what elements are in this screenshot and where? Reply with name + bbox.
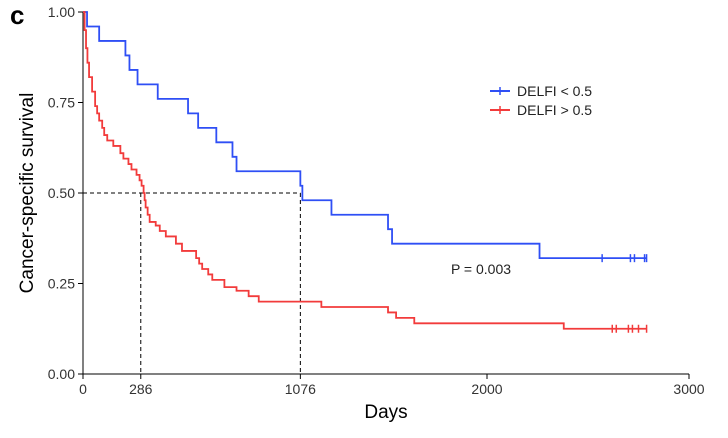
y-tick-label: 1.00 <box>48 4 75 20</box>
y-tick-label: 0.75 <box>48 95 75 111</box>
x-axis-label: Days <box>364 402 407 423</box>
x-tick-label: 2000 <box>471 381 502 397</box>
survival-curve-high <box>83 11 647 330</box>
legend-label: DELFI > 0.5 <box>517 102 592 118</box>
legend-label: DELFI < 0.5 <box>517 83 592 99</box>
survival-curve-low <box>83 11 647 260</box>
x-tick-label: 286 <box>129 381 153 397</box>
x-tick-label: 0 <box>79 381 87 397</box>
panel-label: c <box>10 0 25 30</box>
y-tick-label: 0.00 <box>48 366 75 382</box>
p-value-annotation: P = 0.003 <box>451 261 511 277</box>
y-tick-label: 0.25 <box>48 276 75 292</box>
x-tick-label: 1076 <box>285 381 316 397</box>
x-tick-label: 3000 <box>673 381 704 397</box>
y-axis-label: Cancer-specific survival <box>17 93 38 294</box>
y-tick-label: 0.50 <box>48 185 75 201</box>
